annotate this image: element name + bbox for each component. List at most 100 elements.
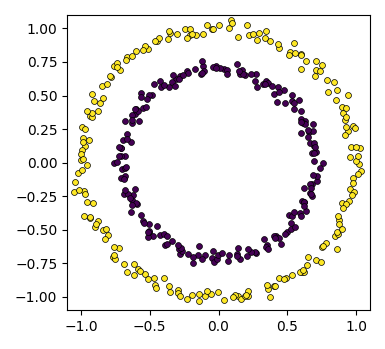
Point [224, 71, 230, 77]
Point [136, 266, 142, 272]
Point [308, 191, 315, 196]
Point [141, 221, 147, 226]
Point [339, 104, 345, 110]
Point [217, 65, 223, 71]
Point [187, 26, 193, 31]
Point [303, 58, 309, 64]
Point [263, 28, 269, 33]
Point [264, 242, 270, 248]
Point [140, 105, 146, 111]
Point [84, 162, 90, 168]
Point [244, 246, 251, 252]
Point [192, 66, 198, 72]
Point [87, 215, 93, 220]
Point [154, 38, 160, 43]
Point [87, 113, 94, 119]
Point [234, 251, 241, 257]
Point [201, 252, 208, 258]
Point [80, 135, 86, 141]
Point [296, 97, 302, 102]
Point [347, 154, 353, 159]
Point [107, 73, 113, 79]
Point [187, 32, 193, 38]
Point [95, 108, 101, 113]
Point [313, 150, 319, 155]
Point [190, 255, 196, 260]
Point [180, 72, 186, 78]
Point [164, 37, 171, 42]
Point [303, 208, 309, 214]
Point [189, 31, 196, 37]
Point [343, 105, 349, 111]
Point [204, 288, 210, 294]
Point [99, 95, 105, 101]
Point [353, 158, 359, 164]
Point [267, 39, 273, 44]
Point [172, 83, 178, 88]
Point [245, 288, 251, 294]
Point [151, 81, 157, 86]
Point [251, 249, 258, 255]
Point [81, 188, 87, 194]
Point [80, 156, 86, 162]
Point [151, 275, 157, 280]
Point [302, 118, 308, 124]
Point [331, 233, 338, 239]
Point [189, 260, 196, 266]
Point [144, 276, 151, 281]
Point [308, 185, 314, 191]
Point [248, 249, 254, 255]
Point [352, 125, 358, 131]
Point [124, 269, 131, 275]
Point [288, 227, 294, 232]
Point [311, 158, 317, 164]
Point [142, 272, 148, 277]
Point [213, 65, 219, 71]
Point [323, 240, 329, 246]
Point [176, 76, 182, 82]
Point [104, 81, 110, 87]
Point [346, 199, 352, 204]
Point [174, 242, 181, 248]
Point [127, 195, 133, 201]
Point [250, 31, 256, 37]
Point [301, 186, 307, 191]
Point [311, 143, 317, 149]
Point [145, 234, 151, 239]
Point [174, 31, 180, 37]
Point [146, 92, 152, 98]
Point [150, 233, 156, 238]
Point [72, 179, 78, 184]
Point [261, 35, 268, 41]
Point [111, 245, 117, 250]
Point [345, 92, 351, 97]
Point [128, 139, 134, 144]
Point [302, 121, 308, 126]
Point [196, 291, 203, 297]
Point [176, 246, 182, 252]
Point [236, 257, 243, 262]
Point [298, 131, 304, 136]
Point [320, 243, 326, 248]
Point [177, 73, 183, 79]
Point [131, 261, 137, 267]
Point [310, 172, 316, 178]
Point [278, 241, 284, 246]
Point [82, 126, 89, 132]
Point [166, 283, 172, 289]
Point [210, 248, 216, 254]
Point [199, 256, 206, 262]
Point [78, 157, 84, 163]
Point [263, 79, 269, 84]
Point [263, 244, 269, 250]
Point [281, 276, 287, 282]
Point [142, 104, 149, 110]
Point [307, 140, 313, 146]
Point [117, 67, 123, 73]
Point [95, 218, 102, 223]
Point [355, 171, 361, 177]
Point [335, 214, 341, 219]
Point [298, 119, 304, 124]
Point [137, 90, 144, 96]
Point [121, 176, 127, 181]
